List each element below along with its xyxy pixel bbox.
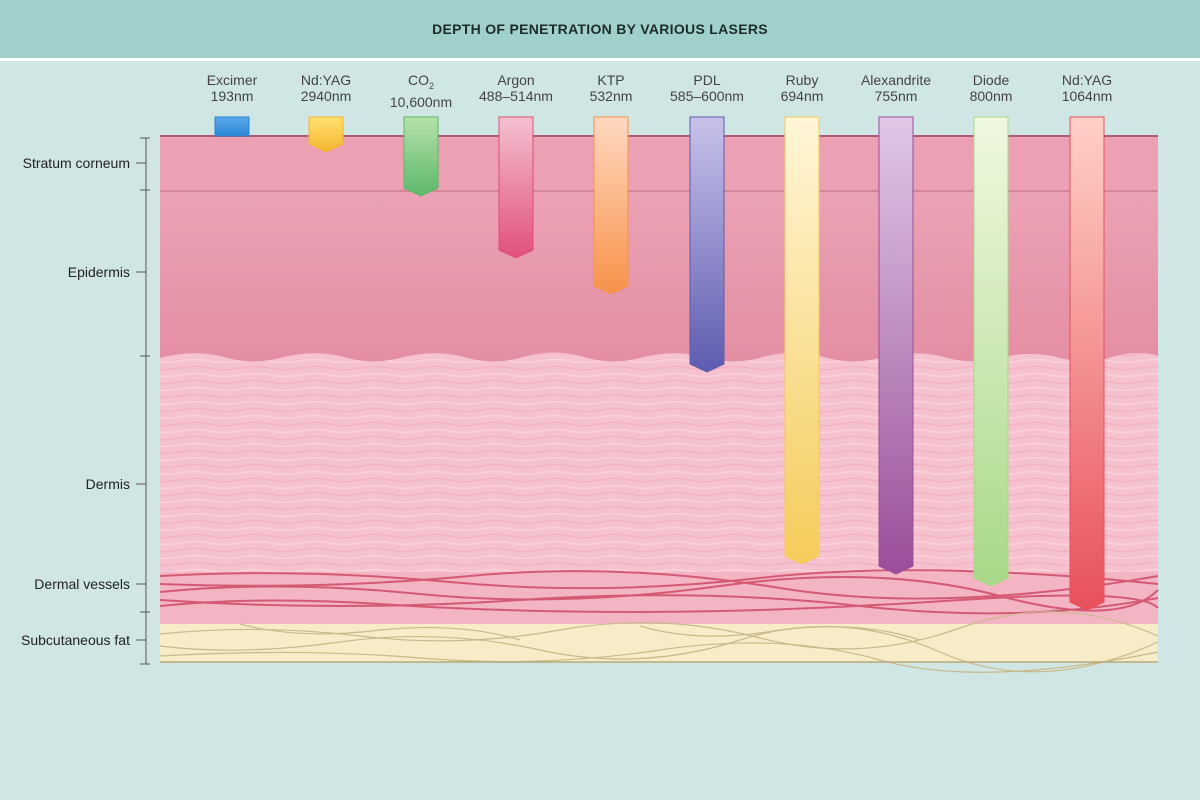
- title-bar: DEPTH OF PENETRATION BY VARIOUS LASERS: [0, 0, 1200, 61]
- subcutaneous-fat-layer: [159, 611, 1159, 673]
- layer-bracket: [136, 137, 150, 665]
- laser-name: KTP: [597, 72, 625, 88]
- laser-name: Nd:YAG: [1061, 72, 1113, 88]
- laser-label-ktp: KTP 532nm: [556, 72, 666, 104]
- laser-beam-5: [593, 116, 629, 295]
- laser-beam-9: [973, 116, 1009, 587]
- laser-label-nd-yag: Nd:YAG 1064nm: [1032, 72, 1142, 104]
- laser-wavelength: 800nm: [969, 88, 1013, 104]
- laser-label-erbium-yag: Nd:YAG 2940nm: [271, 72, 381, 104]
- laser-wavelength: 755nm: [874, 88, 918, 104]
- laser-label-pdl: PDL 585–600nm: [652, 72, 762, 104]
- laser-wavelength: 585–600nm: [670, 88, 744, 104]
- laser-beam-10: [1069, 116, 1105, 611]
- layer-label-vessels: Dermal vessels: [34, 576, 130, 592]
- laser-label-co2: CO2 10,600nm: [366, 72, 476, 110]
- laser-wavelength: 1064nm: [1061, 88, 1113, 104]
- layer-label-stratum: Stratum corneum: [22, 155, 130, 171]
- laser-beam-2: [308, 116, 344, 153]
- laser-name: CO: [407, 72, 429, 88]
- layer-label-fat: Subcutaneous fat: [21, 632, 130, 648]
- laser-label-ruby: Ruby 694nm: [747, 72, 857, 104]
- laser-name: Ruby: [785, 72, 819, 88]
- laser-beam-7: [784, 116, 820, 565]
- laser-beam-6: [689, 116, 725, 373]
- laser-name: Alexandrite: [860, 72, 932, 88]
- laser-name: PDL: [693, 72, 721, 88]
- laser-beam-8: [878, 116, 914, 575]
- laser-label-argon: Argon 488–514nm: [461, 72, 571, 104]
- laser-beam-1: [214, 116, 250, 137]
- laser-beams: [214, 116, 1105, 611]
- laser-label-diode: Diode 800nm: [936, 72, 1046, 104]
- laser-wavelength: 193nm: [210, 88, 254, 104]
- layer-label-epidermis: Epidermis: [67, 264, 130, 280]
- layer-label-dermis: Dermis: [85, 476, 130, 492]
- laser-name: Nd:YAG: [300, 72, 352, 88]
- laser-beam-3: [403, 116, 439, 197]
- dermal-vessels: [159, 569, 1159, 615]
- laser-name-subscript: 2: [428, 80, 434, 91]
- laser-beam-4: [498, 116, 534, 259]
- laser-label-alexandrite: Alexandrite 755nm: [841, 72, 951, 104]
- laser-wavelength: 532nm: [589, 88, 633, 104]
- laser-name: Diode: [972, 72, 1010, 88]
- laser-label-excimer: Excimer 193nm: [177, 72, 287, 104]
- laser-wavelength: 694nm: [780, 88, 824, 104]
- diagram-title: DEPTH OF PENETRATION BY VARIOUS LASERS: [432, 21, 768, 37]
- laser-wavelength: 10,600nm: [389, 93, 453, 110]
- laser-wavelength: 2940nm: [300, 88, 352, 104]
- laser-wavelength: 488–514nm: [479, 88, 553, 104]
- laser-name: Argon: [497, 72, 535, 88]
- laser-name: Excimer: [206, 72, 258, 88]
